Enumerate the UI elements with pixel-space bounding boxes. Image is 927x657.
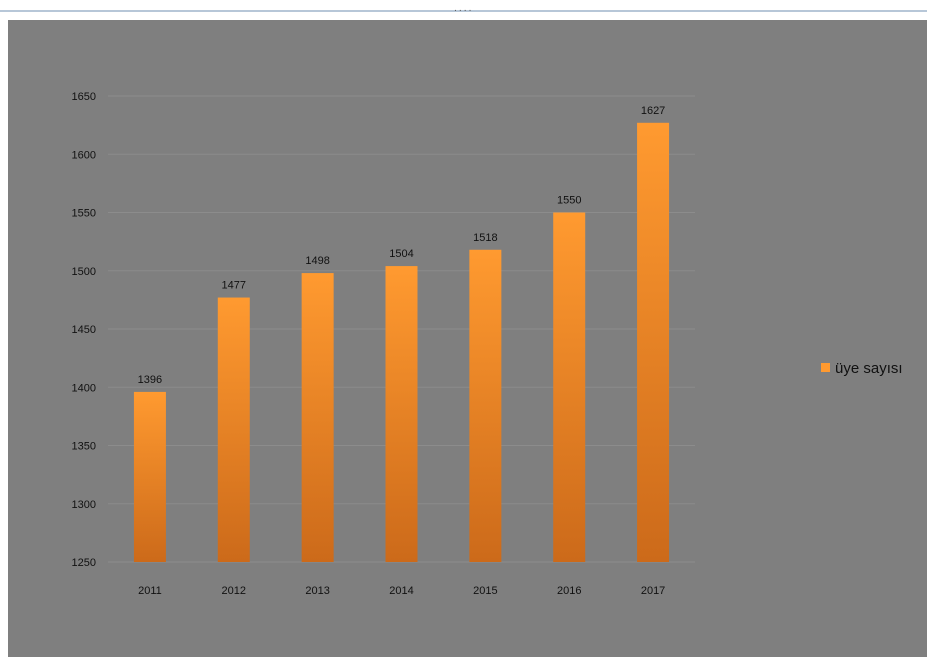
x-tick-label-2012: 2012 [222,585,246,597]
y-tick-label: 1550 [72,208,96,220]
legend: üye sayısı [821,360,903,377]
x-axis: 2011 2012 2013 2014 2015 2016 2017 [138,585,665,597]
bar-2014 [385,266,418,562]
data-label-2012: 1477 [222,280,246,292]
legend-label: üye sayısı [835,360,903,377]
y-tick-label: 1400 [72,382,96,394]
y-axis: 1250 1300 1350 1400 1450 1500 1550 1600 1650 [72,91,96,569]
y-tick-label: 1500 [72,266,96,278]
legend-swatch [821,363,830,372]
data-label-2016: 1550 [557,195,581,207]
data-label-2011: 1396 [138,374,162,386]
y-tick-label: 1650 [72,91,96,103]
y-tick-label: 1250 [72,557,96,569]
window-top-bar: .... [0,0,927,20]
x-tick-label-2015: 2015 [473,585,497,597]
y-tick-label: 1300 [72,499,96,511]
data-label-2013: 1498 [305,255,329,267]
y-tick-label: 1350 [72,441,96,453]
top-divider [0,10,927,12]
x-tick-label-2017: 2017 [641,585,665,597]
data-label-2017: 1627 [641,105,665,117]
x-tick-label-2013: 2013 [305,585,329,597]
bar-2016 [553,212,586,562]
bar-2015 [469,249,502,562]
bar-2012 [217,297,250,562]
bar-2017 [637,122,670,563]
bar-2011 [133,391,166,562]
bar-2013 [301,273,334,562]
bars: 1396 1477 1498 1504 1518 1550 1627 [133,105,670,563]
data-label-2014: 1504 [389,248,413,260]
resize-grip-icon[interactable]: .... [454,4,474,14]
y-tick-label: 1450 [72,324,96,336]
data-label-2015: 1518 [473,232,497,244]
x-tick-label-2014: 2014 [389,585,413,597]
x-tick-label-2011: 2011 [138,585,162,597]
y-tick-label: 1600 [72,149,96,161]
x-tick-label-2016: 2016 [557,585,581,597]
